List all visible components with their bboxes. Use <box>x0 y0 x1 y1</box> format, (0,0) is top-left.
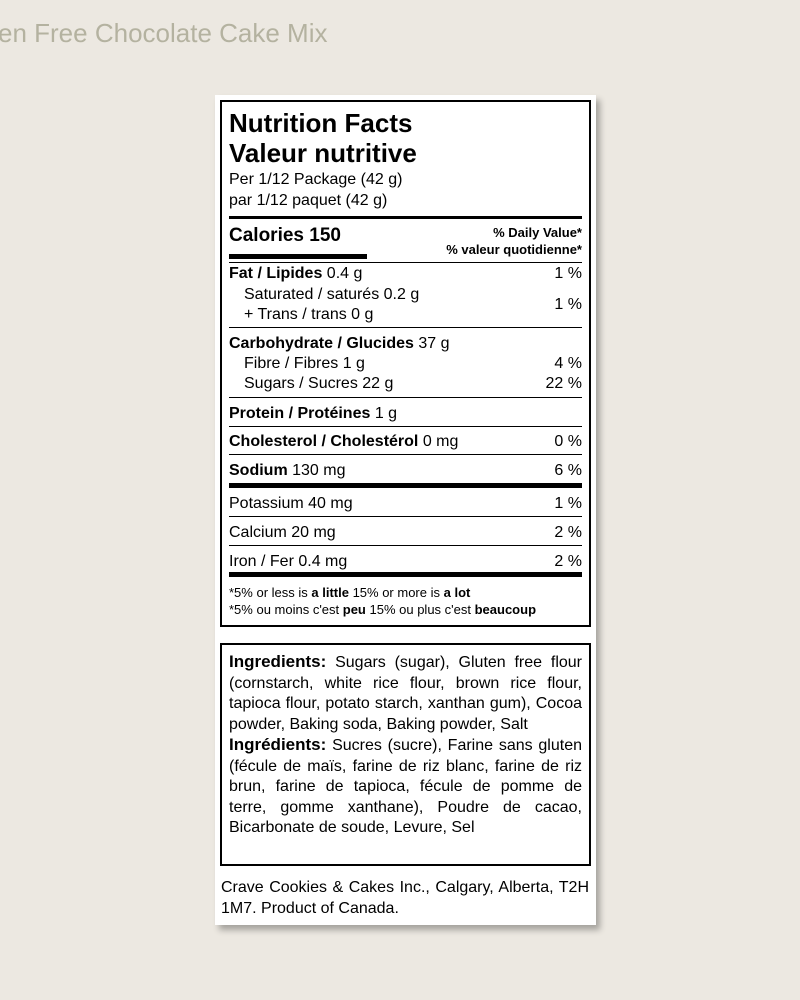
footnote-fr: *5% ou moins c'est peu 15% ou plus c'est… <box>229 602 537 617</box>
divider <box>229 262 582 263</box>
product-title: en Free Chocolate Cake Mix <box>0 18 328 48</box>
serving-fr: par 1/12 paquet (42 g) <box>229 192 388 209</box>
sugars-dv: 22 % <box>545 375 582 392</box>
iron-dv: 2 % <box>554 553 582 570</box>
calcium-row: Calcium 20 mg <box>229 524 336 541</box>
nutrition-facts-table: Nutrition Facts Valeur nutritive Per 1/1… <box>220 100 591 627</box>
divider <box>229 216 582 219</box>
product-label: Nutrition Facts Valeur nutritive Per 1/1… <box>215 95 596 925</box>
ingredients-fr: Ingrédients: Sucres (sucre), Farine sans… <box>229 735 582 836</box>
thick-divider <box>229 483 582 488</box>
title-en: Nutrition Facts <box>229 108 413 138</box>
divider <box>229 426 582 427</box>
fibre-dv: 4 % <box>554 355 582 372</box>
sugars-row: Sugars / Sucres 22 g <box>244 375 394 392</box>
title-fr: Valeur nutritive <box>229 138 417 168</box>
dv-header-en: % Daily Value* <box>493 225 582 240</box>
saturated-row: Saturated / saturés 0.2 g <box>244 286 420 303</box>
serving-en: Per 1/12 Package (42 g) <box>229 171 403 188</box>
divider <box>229 397 582 398</box>
fibre-row: Fibre / Fibres 1 g <box>244 355 365 372</box>
divider <box>229 516 582 517</box>
cholesterol-dv: 0 % <box>554 433 582 450</box>
calcium-dv: 2 % <box>554 524 582 541</box>
calories: Calories 150 <box>229 225 341 246</box>
sat-trans-dv: 1 % <box>554 296 582 313</box>
calories-bar <box>229 254 367 259</box>
manufacturer-info: Crave Cookies & Cakes Inc., Calgary, Alb… <box>221 879 589 917</box>
ingredients-en: Ingredients: Sugars (sugar), Gluten free… <box>229 652 582 733</box>
fat-row: Fat / Lipides 0.4 g <box>229 265 363 282</box>
ingredients-box: Ingredients: Sugars (sugar), Gluten free… <box>220 643 591 866</box>
iron-row: Iron / Fer 0.4 mg <box>229 553 348 570</box>
fat-dv: 1 % <box>554 265 582 282</box>
potassium-row: Potassium 40 mg <box>229 495 353 512</box>
carb-row: Carbohydrate / Glucides 37 g <box>229 335 450 352</box>
divider <box>229 545 582 546</box>
sodium-row: Sodium 130 mg <box>229 462 346 479</box>
divider <box>229 454 582 455</box>
potassium-dv: 1 % <box>554 495 582 512</box>
thick-divider <box>229 572 582 577</box>
trans-row: + Trans / trans 0 g <box>244 306 374 323</box>
protein-row: Protein / Protéines 1 g <box>229 405 398 422</box>
dv-header-fr: % valeur quotidienne* <box>446 242 582 257</box>
sodium-dv: 6 % <box>554 462 582 479</box>
divider <box>229 327 582 328</box>
footnote-en: *5% or less is a little 15% or more is a… <box>229 585 471 600</box>
cholesterol-row: Cholesterol / Cholestérol 0 mg <box>229 433 459 450</box>
